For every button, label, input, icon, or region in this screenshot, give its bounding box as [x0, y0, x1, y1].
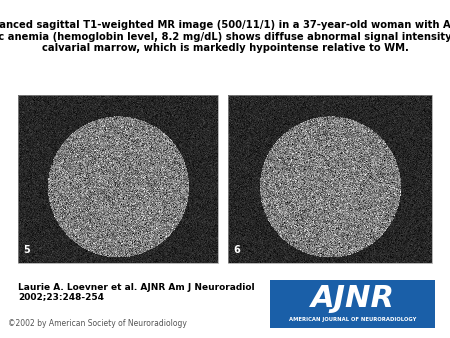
Bar [228, 95, 432, 263]
Text: 5: 5 [23, 245, 30, 255]
Text: Laurie A. Loevner et al. AJNR Am J Neuroradiol: Laurie A. Loevner et al. AJNR Am J Neuro… [18, 283, 255, 292]
Text: ©2002 by American Society of Neuroradiology: ©2002 by American Society of Neuroradiol… [8, 319, 187, 328]
Text: AMERICAN JOURNAL OF NEURORADIOLOGY: AMERICAN JOURNAL OF NEURORADIOLOGY [289, 317, 416, 322]
FancyBboxPatch shape [270, 280, 435, 328]
Text: AJNR: AJNR [310, 284, 395, 313]
Text: Nonenhanced sagittal T1-weighted MR image (500/11/1) in a 37-year-old woman with: Nonenhanced sagittal T1-weighted MR imag… [0, 20, 450, 53]
Bar [18, 95, 218, 263]
Text: 6: 6 [233, 245, 240, 255]
Text: 2002;23:248-254: 2002;23:248-254 [18, 292, 104, 301]
